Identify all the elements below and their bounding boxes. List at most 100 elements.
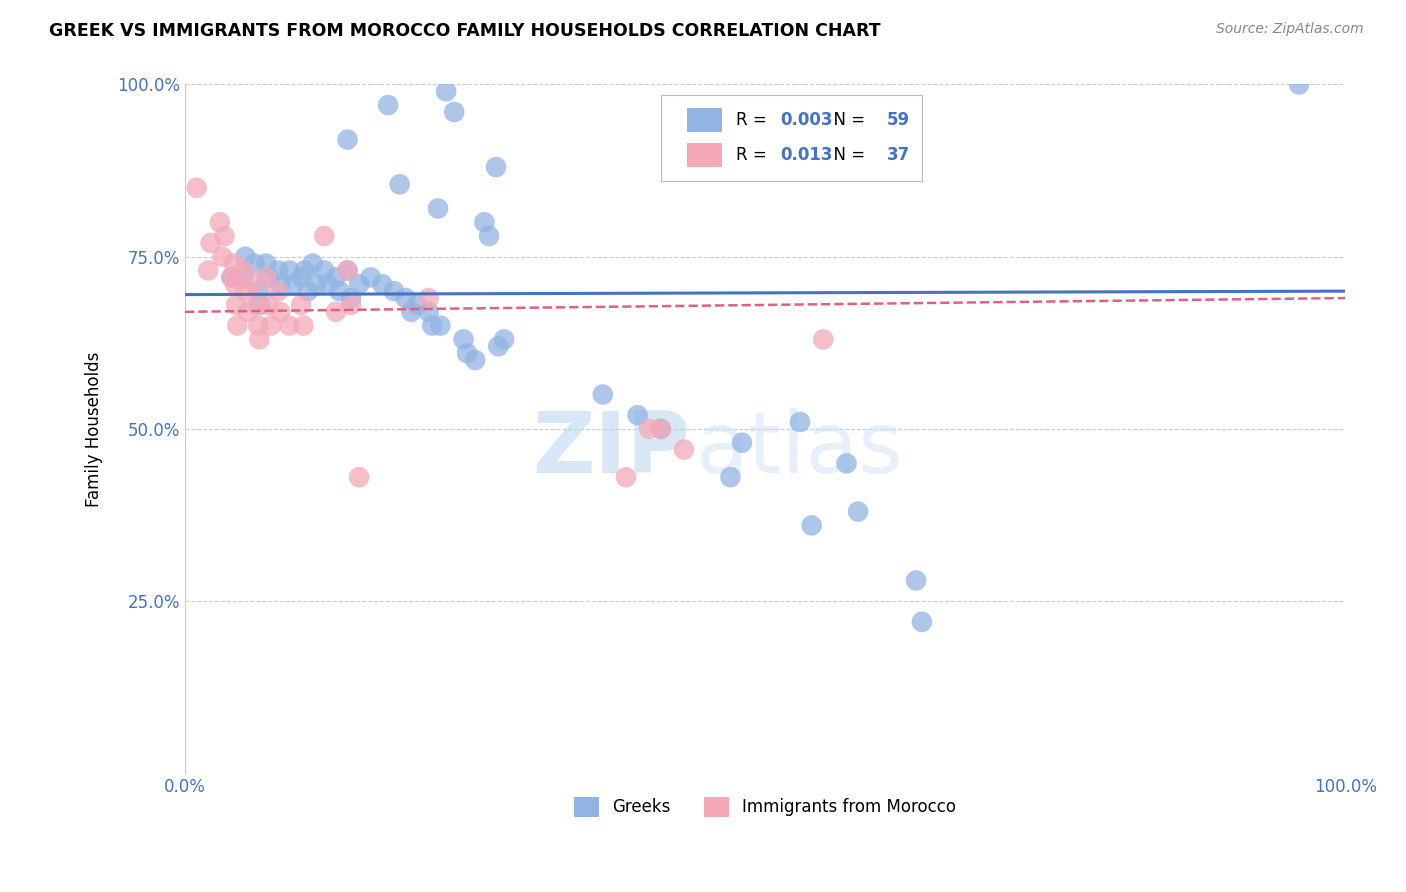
Point <box>292 318 315 333</box>
Point <box>478 229 501 244</box>
Point <box>1288 78 1310 92</box>
Point <box>325 270 347 285</box>
Point <box>638 422 661 436</box>
Point <box>418 305 440 319</box>
Point <box>222 256 245 270</box>
FancyBboxPatch shape <box>661 95 922 181</box>
Point <box>294 263 316 277</box>
Text: 37: 37 <box>887 146 910 164</box>
Point <box>336 263 359 277</box>
Text: ZIP: ZIP <box>531 409 690 491</box>
Point <box>267 284 290 298</box>
Point <box>443 105 465 120</box>
Point <box>224 277 246 292</box>
Text: Source: ZipAtlas.com: Source: ZipAtlas.com <box>1216 22 1364 37</box>
Text: N =: N = <box>824 112 870 129</box>
Point <box>382 284 405 298</box>
Point <box>269 277 291 292</box>
Point <box>232 263 254 277</box>
Point <box>305 277 328 292</box>
Point <box>474 215 496 229</box>
Point <box>221 270 243 285</box>
Legend: Greeks, Immigrants from Morocco: Greeks, Immigrants from Morocco <box>568 790 963 823</box>
Point <box>214 229 236 244</box>
Point <box>257 298 280 312</box>
Point <box>456 346 478 360</box>
Point <box>186 181 208 195</box>
Point <box>247 332 270 346</box>
Point <box>211 250 233 264</box>
Point <box>813 332 835 346</box>
Point <box>494 332 516 346</box>
Text: 0.003: 0.003 <box>780 112 832 129</box>
Point <box>650 422 672 436</box>
Point <box>905 574 928 588</box>
Point <box>388 178 411 192</box>
FancyBboxPatch shape <box>688 108 723 133</box>
Point <box>406 298 429 312</box>
Point <box>429 318 451 333</box>
Point <box>371 277 394 292</box>
Point <box>347 470 370 484</box>
Y-axis label: Family Households: Family Households <box>86 351 103 507</box>
Point <box>336 132 359 146</box>
Point <box>846 505 869 519</box>
Text: 59: 59 <box>887 112 910 129</box>
Point <box>260 318 283 333</box>
Point <box>328 284 350 298</box>
Point <box>485 160 508 174</box>
Point <box>278 263 301 277</box>
Point <box>626 408 648 422</box>
Point <box>789 415 811 429</box>
Point <box>247 284 270 298</box>
Point <box>247 318 270 333</box>
Point <box>269 305 291 319</box>
Point <box>221 270 243 285</box>
Point <box>377 98 399 112</box>
Point <box>401 305 423 319</box>
Point <box>614 470 637 484</box>
Point <box>254 256 277 270</box>
Point <box>290 270 312 285</box>
Point <box>301 256 323 270</box>
Text: R =: R = <box>737 146 772 164</box>
Point <box>236 305 259 319</box>
Point <box>257 270 280 285</box>
Point <box>336 263 359 277</box>
Point <box>235 250 257 264</box>
Point <box>835 456 858 470</box>
Point <box>243 256 266 270</box>
Point <box>427 202 450 216</box>
Point <box>360 270 382 285</box>
Text: N =: N = <box>824 146 870 164</box>
Point <box>225 298 247 312</box>
Point <box>243 277 266 292</box>
Point <box>267 263 290 277</box>
Point <box>650 422 672 436</box>
Point <box>278 318 301 333</box>
Point <box>314 229 336 244</box>
Point <box>197 263 219 277</box>
Point <box>720 470 742 484</box>
Point <box>731 435 754 450</box>
Point <box>297 284 319 298</box>
Point <box>592 387 614 401</box>
Text: R =: R = <box>737 112 772 129</box>
Point <box>340 291 363 305</box>
Point <box>453 332 475 346</box>
Point <box>208 215 231 229</box>
Point <box>232 270 254 285</box>
Point <box>254 270 277 285</box>
Point <box>249 298 271 312</box>
Point <box>911 615 934 629</box>
Point <box>235 284 257 298</box>
Point <box>290 298 312 312</box>
Point <box>316 277 339 292</box>
Point <box>314 263 336 277</box>
Point <box>226 318 249 333</box>
Point <box>418 291 440 305</box>
Text: atlas: atlas <box>696 409 904 491</box>
FancyBboxPatch shape <box>688 144 723 168</box>
Point <box>325 305 347 319</box>
Point <box>434 84 457 98</box>
